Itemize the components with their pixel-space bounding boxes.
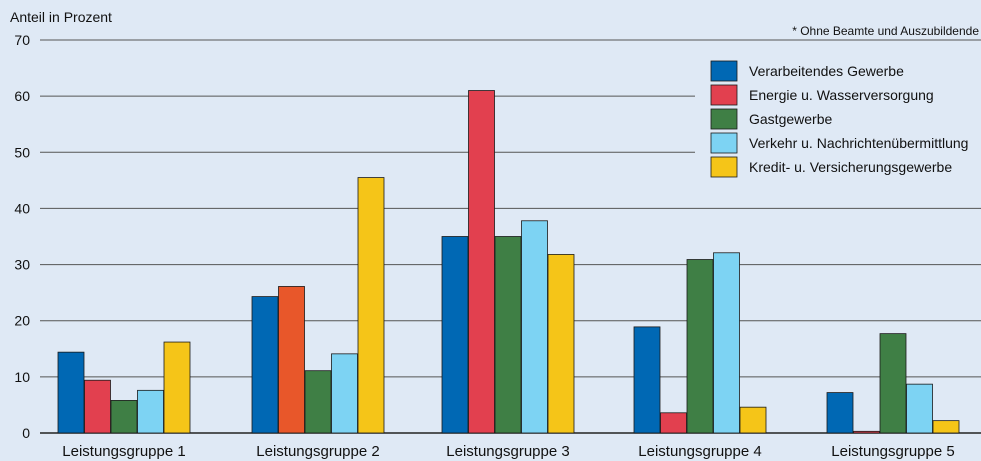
bar [739, 406, 767, 434]
bar [521, 220, 548, 434]
bar [879, 333, 907, 434]
bar [494, 236, 522, 434]
y-tick-label: 0 [22, 425, 30, 441]
bar [163, 341, 191, 434]
bar [57, 351, 85, 434]
legend-label: Gastgewerbe [749, 111, 832, 127]
bar [84, 379, 111, 434]
x-category-label: Leistungsgruppe 5 [831, 443, 954, 460]
y-axis-ticks: 0 10 20 30 40 50 60 70 [14, 32, 30, 441]
legend-swatch [710, 108, 738, 130]
y-tick-label: 30 [14, 257, 30, 273]
bar [686, 259, 714, 434]
y-tick-label: 50 [14, 144, 30, 160]
y-tick-label: 60 [14, 88, 30, 104]
y-tick-label: 70 [14, 32, 30, 48]
x-category-label: Leistungsgruppe 2 [256, 443, 379, 460]
bar [304, 370, 332, 434]
legend-label: Verkehr u. Nachrichtenübermittlung [749, 135, 968, 151]
x-category-label: Leistungsgruppe 4 [638, 443, 761, 460]
legend-swatch [710, 156, 738, 178]
legend-swatch [710, 60, 738, 82]
y-tick-label: 40 [14, 200, 30, 216]
grid-lines [40, 39, 981, 434]
bar [278, 286, 305, 434]
x-axis-categories: Leistungsgruppe 1 Leistungsgruppe 2 Leistu… [62, 443, 954, 460]
legend-label: Energie u. Wasserversorgung [749, 87, 934, 103]
bar [251, 296, 279, 434]
x-category-label: Leistungsgruppe 3 [446, 443, 569, 460]
bar [110, 400, 138, 434]
bar [826, 392, 854, 434]
legend-swatch [710, 132, 738, 154]
bar [331, 353, 358, 434]
y-tick-label: 10 [14, 369, 30, 385]
bar [932, 420, 960, 434]
bar [357, 177, 385, 434]
bars [57, 90, 960, 434]
legend-swatch [710, 84, 738, 106]
legend: Verarbeitendes Gewerbe Energie u. Wasserv… [695, 50, 981, 178]
y-axis-title: Anteil in Prozent [10, 9, 112, 25]
bar [660, 412, 687, 434]
legend-label: Kredit- u. Versicherungsgewerbe [749, 159, 952, 175]
x-category-label: Leistungsgruppe 1 [62, 443, 185, 460]
bar [713, 252, 740, 434]
legend-label: Verarbeitendes Gewerbe [749, 63, 904, 79]
bar [633, 326, 661, 434]
bar [906, 383, 933, 434]
bar [441, 236, 469, 434]
legend-background [695, 50, 981, 178]
footnote: * Ohne Beamte und Auszubildende [792, 24, 979, 38]
bar [137, 389, 164, 434]
bar [468, 90, 495, 434]
bar [547, 254, 575, 434]
y-tick-label: 20 [14, 313, 30, 329]
bar [853, 430, 880, 434]
